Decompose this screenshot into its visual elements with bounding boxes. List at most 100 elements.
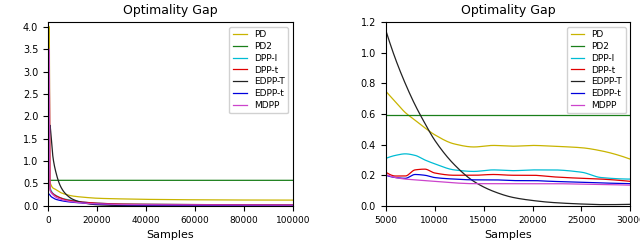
EDPP-T	[44, 180, 52, 183]
EDPP-t	[481, 178, 489, 181]
PD	[282, 199, 289, 202]
DPP-l	[382, 157, 390, 160]
Line: EDPP-t: EDPP-t	[386, 175, 630, 184]
DPP-t	[57, 196, 65, 199]
EDPP-t	[57, 199, 65, 202]
EDPP-T	[240, 204, 248, 207]
DPP-l	[44, 181, 52, 184]
DPP-l	[163, 203, 171, 206]
MDPP	[163, 203, 171, 206]
DPP-t	[237, 203, 244, 206]
MDPP	[481, 182, 488, 185]
PD2	[282, 179, 289, 182]
Line: PD: PD	[48, 27, 292, 200]
X-axis label: Samples: Samples	[484, 230, 532, 240]
EDPP-T	[289, 204, 296, 207]
PD2	[289, 179, 296, 182]
PD	[282, 199, 289, 202]
MDPP	[45, 48, 53, 51]
EDPP-T	[597, 203, 605, 206]
DPP-l	[550, 168, 558, 171]
PD	[45, 25, 53, 28]
DPP-t	[550, 175, 558, 178]
Line: DPP-t: DPP-t	[48, 76, 292, 205]
EDPP-t	[412, 173, 419, 176]
Title: Optimality Gap: Optimality Gap	[123, 4, 218, 17]
EDPP-t	[289, 204, 296, 207]
DPP-t	[45, 75, 53, 78]
DPP-l	[490, 168, 497, 171]
PD	[577, 146, 585, 149]
PD2	[407, 113, 415, 116]
MDPP	[57, 198, 65, 201]
EDPP-T	[490, 190, 497, 193]
PD	[44, 180, 52, 183]
EDPP-t	[157, 204, 164, 207]
EDPP-T	[57, 185, 65, 188]
EDPP-T	[282, 204, 290, 207]
Legend: PD, PD2, DPP-l, DPP-t, EDPP-T, EDPP-t, MDPP: PD, PD2, DPP-l, DPP-t, EDPP-T, EDPP-t, M…	[230, 27, 288, 113]
PD2	[44, 179, 52, 182]
MDPP	[550, 182, 557, 185]
DPP-t	[289, 203, 296, 206]
PD2	[627, 113, 634, 116]
PD2	[282, 179, 289, 182]
EDPP-T	[550, 201, 557, 204]
DPP-l	[282, 203, 289, 206]
PD	[57, 191, 65, 194]
EDPP-T	[577, 203, 585, 206]
EDPP-t	[282, 204, 289, 207]
MDPP	[289, 204, 296, 207]
DPP-t	[490, 173, 497, 176]
Line: DPP-l: DPP-l	[386, 154, 630, 179]
DPP-t	[282, 203, 289, 206]
EDPP-T	[282, 204, 289, 207]
EDPP-t	[573, 181, 580, 184]
EDPP-T	[237, 204, 244, 207]
PD2	[481, 113, 488, 116]
MDPP	[282, 204, 289, 207]
PD	[573, 146, 580, 149]
DPP-t	[577, 177, 585, 180]
DPP-l	[627, 178, 634, 181]
EDPP-T	[627, 203, 634, 206]
DPP-l	[157, 203, 164, 206]
EDPP-t	[577, 181, 585, 184]
EDPP-t	[163, 204, 171, 207]
PD2	[163, 179, 171, 182]
MDPP	[44, 184, 52, 187]
MDPP	[237, 204, 244, 207]
EDPP-t	[282, 204, 289, 207]
EDPP-t	[44, 192, 52, 195]
EDPP-T	[382, 29, 390, 31]
PD2	[550, 113, 557, 116]
PD	[163, 198, 171, 201]
PD	[382, 90, 390, 93]
DPP-t	[421, 168, 429, 171]
EDPP-t	[490, 178, 497, 181]
MDPP	[382, 173, 390, 176]
PD	[481, 145, 488, 148]
DPP-t	[382, 171, 390, 174]
MDPP	[407, 178, 415, 181]
PD2	[57, 179, 65, 182]
DPP-l	[282, 203, 289, 206]
EDPP-t	[237, 204, 244, 207]
PD	[550, 145, 557, 148]
Line: DPP-l: DPP-l	[48, 182, 292, 205]
Line: EDPP-t: EDPP-t	[48, 193, 292, 206]
PD2	[577, 113, 585, 116]
EDPP-T	[157, 204, 164, 207]
DPP-l	[289, 203, 296, 206]
PD	[407, 115, 415, 118]
MDPP	[627, 184, 634, 187]
MDPP	[577, 183, 585, 186]
DPP-l	[577, 171, 585, 174]
Line: DPP-t: DPP-t	[386, 169, 630, 181]
PD2	[237, 179, 244, 182]
EDPP-T	[46, 124, 54, 127]
PD2	[382, 113, 390, 116]
DPP-t	[573, 177, 580, 180]
EDPP-T	[163, 204, 171, 207]
Legend: PD, PD2, DPP-l, DPP-t, EDPP-T, EDPP-t, MDPP: PD, PD2, DPP-l, DPP-t, EDPP-T, EDPP-t, M…	[567, 27, 626, 113]
